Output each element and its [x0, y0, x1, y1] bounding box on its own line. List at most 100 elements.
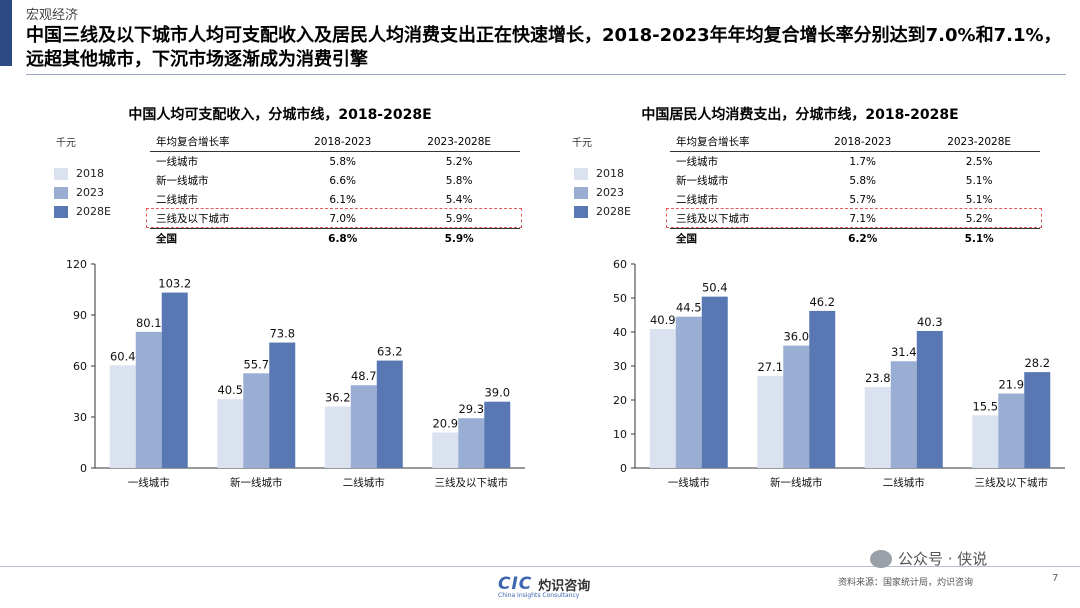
table-cell: 新一线城市: [676, 175, 729, 187]
header-accent-bar: [0, 0, 12, 66]
table-row-total: 全国 6.8% 5.9%: [150, 228, 520, 248]
table-cell: 5.1%: [918, 228, 1040, 248]
table-cell: 三线及以下城市: [676, 213, 750, 225]
bar-value-label: 27.1: [757, 360, 783, 374]
legend-label: 2018: [596, 167, 624, 180]
bar-value-label: 63.2: [377, 345, 403, 359]
bar-value-label: 23.8: [865, 371, 891, 385]
table-cell: 5.2%: [445, 155, 473, 168]
bar-value-label: 39.0: [484, 386, 510, 400]
y-tick-label: 30: [73, 411, 87, 424]
legend-label: 2023: [76, 186, 104, 199]
header: 宏观经济 中国三线及以下城市人均可支配收入及居民人均消费支出正在快速增长，201…: [0, 0, 1080, 70]
y-tick-label: 30: [613, 360, 627, 373]
section-tag: 宏观经济: [26, 8, 79, 23]
table-header-cell: 2018-2023: [807, 132, 919, 152]
bar-value-label: 15.5: [972, 399, 998, 413]
bar: [484, 401, 511, 468]
y-tick-label: 40: [613, 326, 627, 339]
bar: [890, 361, 917, 468]
bar-value-label: 20.9: [432, 416, 458, 430]
bar: [135, 331, 162, 468]
table-cell: 7.1%: [849, 212, 877, 225]
legend-swatch-2028e: [574, 205, 588, 218]
table-cell: 1.7%: [849, 155, 877, 168]
legend-item-2018: 2018: [574, 164, 631, 183]
legend-label: 2028E: [76, 205, 111, 218]
table-cell: 5.9%: [445, 212, 473, 225]
bar: [161, 292, 188, 468]
table-cell: 6.2%: [807, 228, 919, 248]
wechat-account: 公众号 · 侠说: [870, 548, 987, 569]
bar-value-label: 21.9: [998, 378, 1024, 392]
bar-value-label: 40.3: [917, 315, 943, 329]
table-header-cell: 年均复合增长率: [670, 132, 808, 152]
bar-value-label: 103.2: [158, 277, 191, 291]
bar-value-label: 50.4: [702, 281, 728, 295]
left-bar-chart: 0 30 60 90 120 60.4 80.1 103.2 一线城市 40.555.7 73.8 新…: [66, 258, 525, 489]
cic-logo-text: 灼识咨询: [538, 578, 591, 594]
wechat-icon: [870, 549, 892, 568]
table-row: 新一线城市 5.8% 5.1%: [670, 171, 1040, 190]
category-label: 三线及以下城市: [435, 476, 509, 489]
table-cell: 6.1%: [329, 193, 357, 206]
bar: [350, 385, 377, 468]
bar-value-label: 73.8: [269, 327, 295, 341]
y-tick-label: 10: [613, 428, 627, 441]
table-header-row: 年均复合增长率 2018-2023 2023-2028E: [670, 132, 1040, 152]
table-cell: 7.0%: [329, 212, 357, 225]
legend-swatch-2023: [574, 186, 588, 199]
y-tick-label: 20: [613, 394, 627, 407]
footer-logo: CIC 灼识咨询 China Insights Consultancy: [498, 574, 591, 599]
legend-swatch-2028e: [54, 205, 68, 218]
category-label: 一线城市: [668, 476, 710, 489]
category-label: 二线城市: [883, 476, 925, 489]
table-cell: 一线城市: [156, 156, 198, 168]
bar: [324, 406, 351, 468]
table-cell: 5.1%: [965, 174, 993, 187]
page-title: 中国三线及以下城市人均可支配收入及居民人均消费支出正在快速增长，2018-202…: [26, 25, 1062, 70]
bar: [809, 310, 836, 468]
bar: [458, 418, 485, 468]
table-cell: 5.8%: [445, 174, 473, 187]
table-cell: 全国: [150, 228, 288, 248]
bar: [649, 328, 676, 468]
cic-logo-mark: CIC: [498, 574, 533, 594]
bar-value-label: 48.7: [351, 369, 377, 383]
y-tick-label: 120: [66, 258, 87, 271]
bar-value-label: 28.2: [1024, 356, 1050, 370]
category-label: 新一线城市: [230, 476, 283, 489]
footer-divider: [0, 566, 1080, 567]
source-note: 资料来源：国家统计局，灼识咨询: [838, 578, 974, 588]
right-unit-label: 千元: [572, 138, 592, 149]
table-cell: 5.9%: [398, 228, 520, 248]
table-cell: 二线城市: [676, 194, 718, 206]
table-row-total: 全国 6.2% 5.1%: [670, 228, 1040, 248]
table-cell: 6.6%: [329, 174, 357, 187]
table-cell: 全国: [670, 228, 808, 248]
category-label: 二线城市: [343, 476, 385, 489]
table-cell: 5.8%: [849, 174, 877, 187]
legend-swatch-2023: [54, 186, 68, 199]
table-row-highlighted: 三线及以下城市 7.0% 5.9%: [150, 209, 520, 229]
bar-value-label: 55.7: [243, 357, 269, 371]
bar-value-label: 44.5: [676, 301, 702, 315]
legend-item-2018: 2018: [54, 164, 111, 183]
bar: [675, 316, 702, 468]
table-row: 新一线城市 6.6% 5.8%: [150, 171, 520, 190]
bar: [376, 360, 403, 468]
right-highlight-box: [666, 208, 1042, 228]
table-header-cell: 2018-2023: [287, 132, 399, 152]
wechat-account-label: 公众号 · 侠说: [898, 550, 988, 568]
category-label: 新一线城市: [770, 476, 823, 489]
bar-value-label: 36.2: [325, 390, 351, 404]
table-header-cell: 2023-2028E: [918, 132, 1040, 152]
y-tick-label: 0: [620, 462, 627, 475]
bar: [243, 373, 270, 468]
table-cell: 5.7%: [849, 193, 877, 206]
bar: [217, 399, 244, 468]
y-tick-label: 0: [80, 462, 87, 475]
legend-label: 2023: [596, 186, 624, 199]
bar: [1024, 372, 1051, 468]
table-row-highlighted: 三线及以下城市 7.1% 5.2%: [670, 209, 1040, 229]
